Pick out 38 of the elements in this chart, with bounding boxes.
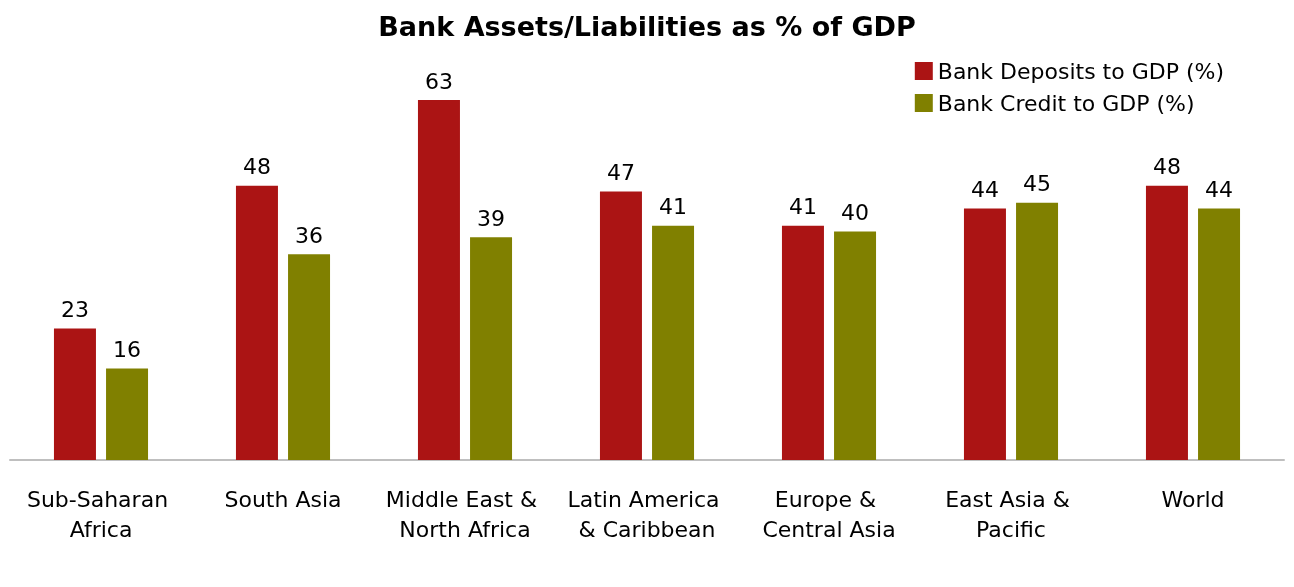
legend-label: Bank Deposits to GDP (%)	[937, 58, 1225, 84]
data-label: 44	[970, 177, 999, 203]
bar	[417, 100, 460, 460]
bar	[781, 225, 824, 460]
bar	[1145, 185, 1188, 460]
data-label: 36	[295, 222, 324, 248]
bar	[288, 254, 331, 460]
data-label: 16	[113, 337, 142, 363]
data-label: 47	[606, 159, 635, 185]
bar	[1016, 202, 1059, 460]
data-label: 41	[788, 194, 817, 220]
data-label: 41	[659, 194, 688, 220]
data-label: 45	[1023, 171, 1052, 197]
data-label: 44	[1205, 177, 1234, 203]
x-tick-label: Europe & Central Asia	[762, 486, 896, 542]
x-tick-label: East Asia & Pacific	[945, 486, 1077, 542]
bar	[963, 208, 1006, 460]
bar	[599, 191, 642, 460]
data-label: 63	[424, 68, 453, 94]
data-label: 40	[841, 199, 870, 225]
x-tick-label: Middle East & North Africa	[385, 486, 545, 542]
legend-label: Bank Credit to GDP (%)	[937, 90, 1195, 116]
data-label: 39	[477, 205, 506, 231]
bar	[1198, 208, 1241, 460]
bar	[470, 237, 513, 460]
x-tick-label: World	[1161, 486, 1225, 512]
data-label: 23	[60, 297, 89, 323]
bar	[235, 185, 278, 460]
chart-title: Bank Assets/Liabilities as % of GDP	[378, 11, 916, 42]
bar	[834, 231, 877, 460]
x-tick-label: Sub-Saharan Africa	[26, 486, 176, 542]
bar	[652, 225, 695, 460]
data-label: 48	[242, 154, 271, 180]
bar	[106, 368, 149, 460]
x-tick-label: South Asia	[224, 486, 342, 512]
data-label: 48	[1152, 154, 1181, 180]
x-tick-label: Latin America & Caribbean	[567, 486, 727, 542]
bar	[53, 328, 96, 460]
